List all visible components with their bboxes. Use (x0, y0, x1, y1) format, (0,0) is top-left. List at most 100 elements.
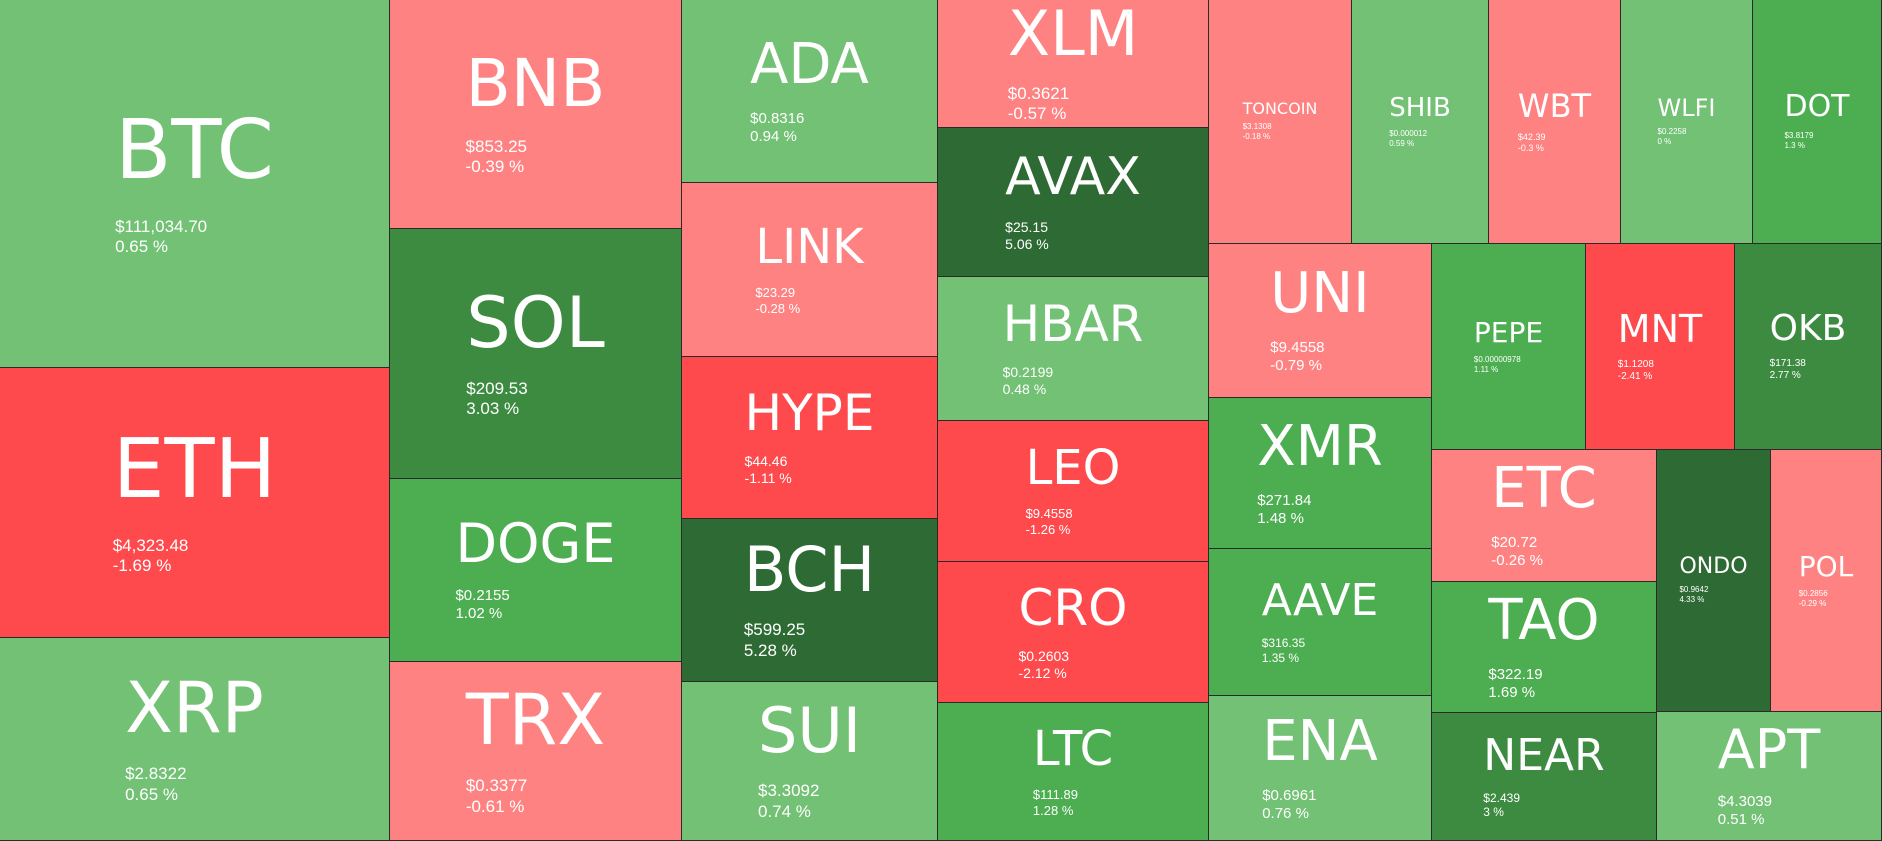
tile-okb[interactable]: OKB $171.38 2.77 % (1735, 244, 1882, 450)
tile-symbol: LTC (1032, 720, 1114, 777)
tile-sui[interactable]: SUI $3.3092 0.74 % (682, 682, 938, 841)
tile-symbol: TAO (1488, 587, 1600, 653)
tile-symbol: APT (1717, 718, 1821, 781)
tile-sol[interactable]: SOL $209.53 3.03 % (390, 229, 682, 479)
tile-symbol: UNI (1270, 261, 1370, 326)
tile-change: 0.74 % (757, 801, 811, 821)
tile-change: 1.11 % (1473, 364, 1499, 374)
tile-price: $111,034.70 (115, 216, 208, 236)
tile-change: -1.26 % (1025, 522, 1071, 537)
tile-dot[interactable]: DOT $3.8179 1.3 % (1753, 0, 1882, 244)
tile-change: 4.33 % (1679, 595, 1705, 604)
tile-avax[interactable]: AVAX $25.15 5.06 % (938, 128, 1209, 277)
tile-leo[interactable]: LEO $9.4558 -1.26 % (938, 421, 1209, 562)
tile-change: -1.69 % (112, 556, 172, 575)
tile-change: 1.48 % (1257, 509, 1304, 527)
tile-change: 1.28 % (1032, 802, 1074, 818)
tile-price: $171.38 (1769, 358, 1806, 369)
tile-price: $42.39 (1517, 131, 1546, 142)
tile-xrp[interactable]: XRP $2.8322 0.65 % (0, 638, 390, 841)
tile-cro[interactable]: CRO $0.2603 -2.12 % (938, 562, 1209, 703)
tile-tao[interactable]: TAO $322.19 1.69 % (1432, 582, 1657, 713)
tile-symbol: TRX (465, 679, 606, 762)
tile-symbol: NEAR (1483, 729, 1605, 781)
tile-change: 3 % (1483, 805, 1504, 819)
tile-hbar[interactable]: HBAR $0.2199 0.48 % (938, 277, 1209, 421)
tile-change: 1.69 % (1488, 683, 1536, 701)
tile-xlm[interactable]: XLM $0.3621 -0.57 % (938, 0, 1209, 128)
tile-apt[interactable]: APT $4.3039 0.51 % (1657, 712, 1882, 841)
tile-ena[interactable]: ENA $0.6961 0.76 % (1209, 696, 1432, 841)
tile-price: $23.29 (755, 284, 796, 300)
tile-symbol: HBAR (1002, 295, 1144, 354)
tile-symbol: DOGE (455, 512, 616, 575)
tile-wbt[interactable]: WBT $42.39 -0.3 % (1489, 0, 1621, 244)
tile-uni[interactable]: UNI $9.4558 -0.79 % (1209, 244, 1432, 398)
tile-symbol: TONCOIN (1242, 99, 1318, 119)
tile-change: 3.03 % (466, 399, 520, 418)
tile-price: $20.72 (1491, 534, 1538, 551)
tile-symbol: BTC (115, 102, 274, 198)
tile-price: $0.2199 (1002, 364, 1054, 381)
tile-symbol: DOT (1784, 89, 1850, 125)
tile-symbol: XMR (1257, 413, 1383, 479)
tile-change: 1.35 % (1261, 650, 1300, 665)
tile-symbol: PEPE (1473, 315, 1544, 349)
tile-change: 1.02 % (455, 605, 503, 622)
tile-change: 0.59 % (1389, 138, 1415, 148)
tile-etc[interactable]: ETC $20.72 -0.26 % (1432, 450, 1657, 582)
tile-change: 1.3 % (1784, 141, 1805, 150)
tile-price: $322.19 (1488, 665, 1543, 683)
tile-btc[interactable]: BTC $111,034.70 0.65 % (0, 0, 390, 368)
tile-symbol: AVAX (1005, 147, 1141, 208)
tile-symbol: SUI (757, 694, 862, 768)
tile-change: -0.61 % (465, 796, 525, 816)
tile-price: $3.3092 (757, 781, 820, 801)
tile-bnb[interactable]: BNB $853.25 -0.39 % (390, 0, 682, 229)
tile-change: -0.3 % (1517, 142, 1544, 153)
tile-price: $2.439 (1483, 790, 1520, 805)
tile-ltc[interactable]: LTC $111.89 1.28 % (938, 703, 1209, 841)
tile-change: 0.65 % (125, 784, 179, 804)
tile-mnt[interactable]: MNT $1.1208 -2.41 % (1586, 244, 1735, 450)
tile-symbol: WLFI (1657, 94, 1716, 123)
tile-pol[interactable]: POL $0.2856 -0.29 % (1771, 450, 1882, 712)
tile-symbol: ADA (750, 31, 869, 97)
tile-price: $0.6961 (1262, 786, 1317, 804)
tile-bch[interactable]: BCH $599.25 5.28 % (682, 519, 938, 682)
tile-pepe[interactable]: PEPE $0.00000978 1.11 % (1432, 244, 1586, 450)
tile-symbol: XRP (125, 667, 264, 750)
tile-change: 0.94 % (750, 127, 797, 145)
tile-change: 0.76 % (1262, 804, 1309, 822)
tile-eth[interactable]: ETH $4,323.48 -1.69 % (0, 368, 390, 638)
tile-price: $0.2258 (1657, 127, 1687, 137)
tile-price: $0.000012 (1389, 128, 1428, 138)
tile-symbol: POL (1798, 549, 1854, 583)
tile-price: $111.89 (1032, 786, 1078, 802)
tile-symbol: CRO (1018, 578, 1128, 637)
tile-price: $0.2856 (1798, 588, 1828, 598)
tile-ada[interactable]: ADA $0.8316 0.94 % (682, 0, 938, 183)
tile-xmr[interactable]: XMR $271.84 1.48 % (1209, 398, 1432, 549)
tile-link[interactable]: LINK $23.29 -0.28 % (682, 183, 938, 357)
tile-change: 0 % (1657, 137, 1672, 146)
tile-symbol: OKB (1769, 308, 1847, 349)
tile-symbol: XLM (1007, 0, 1139, 70)
tile-near[interactable]: NEAR $2.439 3 % (1432, 713, 1657, 841)
tile-toncoin[interactable]: TONCOIN $3.1308 -0.18 % (1209, 0, 1352, 244)
tile-trx[interactable]: TRX $0.3377 -0.61 % (390, 662, 682, 841)
tile-price: $9.4558 (1025, 506, 1073, 522)
tile-wlfi[interactable]: WLFI $0.2258 0 % (1621, 0, 1753, 244)
tile-price: $0.8316 (750, 109, 805, 127)
tile-symbol: HYPE (744, 384, 875, 443)
tile-shib[interactable]: SHIB $0.000012 0.59 % (1352, 0, 1489, 244)
tile-symbol: SHIB (1389, 92, 1451, 123)
tile-doge[interactable]: DOGE $0.2155 1.02 % (390, 479, 682, 662)
tile-price: $44.46 (744, 453, 788, 470)
tile-hype[interactable]: HYPE $44.46 -1.11 % (682, 357, 938, 519)
tile-change: -0.79 % (1270, 357, 1322, 374)
tile-ondo[interactable]: ONDO $0.9642 4.33 % (1657, 450, 1771, 712)
tile-change: -0.26 % (1491, 552, 1543, 569)
tile-aave[interactable]: AAVE $316.35 1.35 % (1209, 549, 1432, 696)
